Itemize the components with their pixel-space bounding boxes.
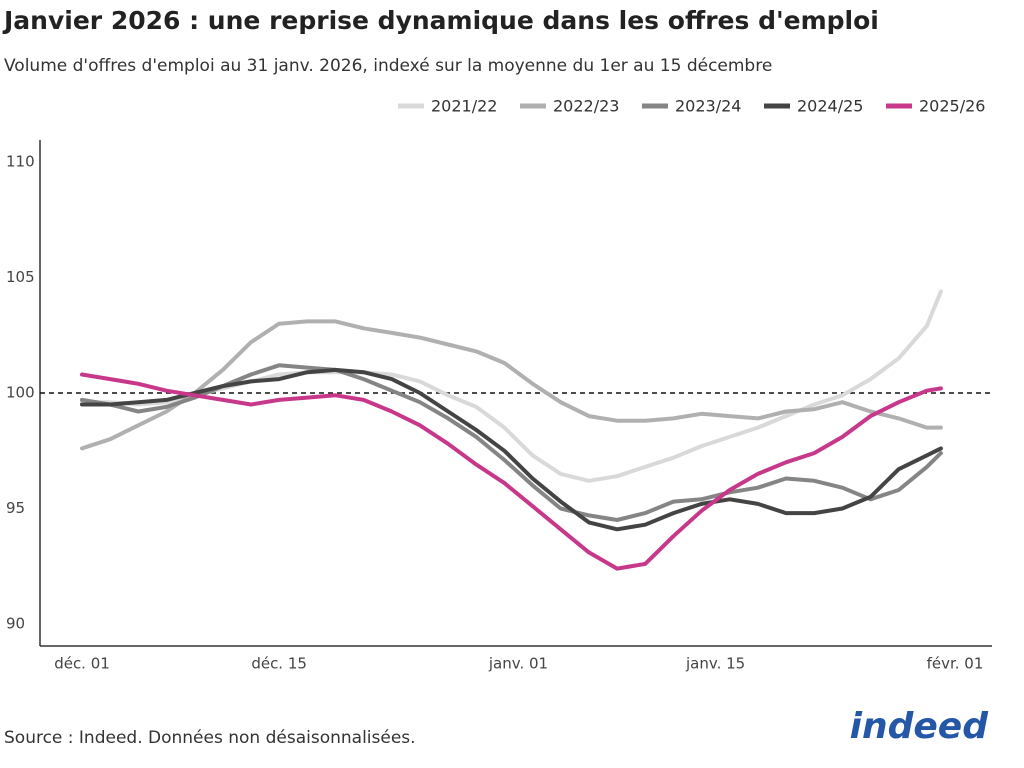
- legend-label: 2023/24: [675, 97, 741, 116]
- x-tick-label: janv. 01: [488, 655, 548, 673]
- y-tick-label: 105: [6, 268, 35, 286]
- x-tick-label: janv. 15: [685, 655, 745, 673]
- logo: indeed: [850, 706, 990, 747]
- series-line: [80, 367, 943, 532]
- source-note: Source : Indeed. Données non désaisonnal…: [4, 728, 416, 748]
- y-tick-label: 110: [6, 153, 35, 171]
- chart-subtitle: Volume d'offres d'emploi au 31 janv. 202…: [4, 56, 772, 76]
- y-tick-label: 100: [6, 384, 35, 402]
- y-tick-label: 90: [6, 615, 25, 633]
- chart-title: Janvier 2026 : une reprise dynamique dan…: [2, 6, 879, 35]
- x-tick-label: déc. 15: [251, 655, 307, 673]
- series-line: [80, 372, 943, 571]
- legend-label: 2022/23: [553, 97, 619, 116]
- legend-label: 2025/26: [919, 97, 985, 116]
- series-line: [80, 319, 943, 451]
- legend-label: 2024/25: [797, 97, 863, 116]
- x-tick-label: déc. 01: [54, 655, 110, 673]
- x-tick-label: févr. 01: [927, 655, 984, 673]
- legend-label: 2021/22: [431, 97, 497, 116]
- y-tick-label: 95: [6, 499, 25, 517]
